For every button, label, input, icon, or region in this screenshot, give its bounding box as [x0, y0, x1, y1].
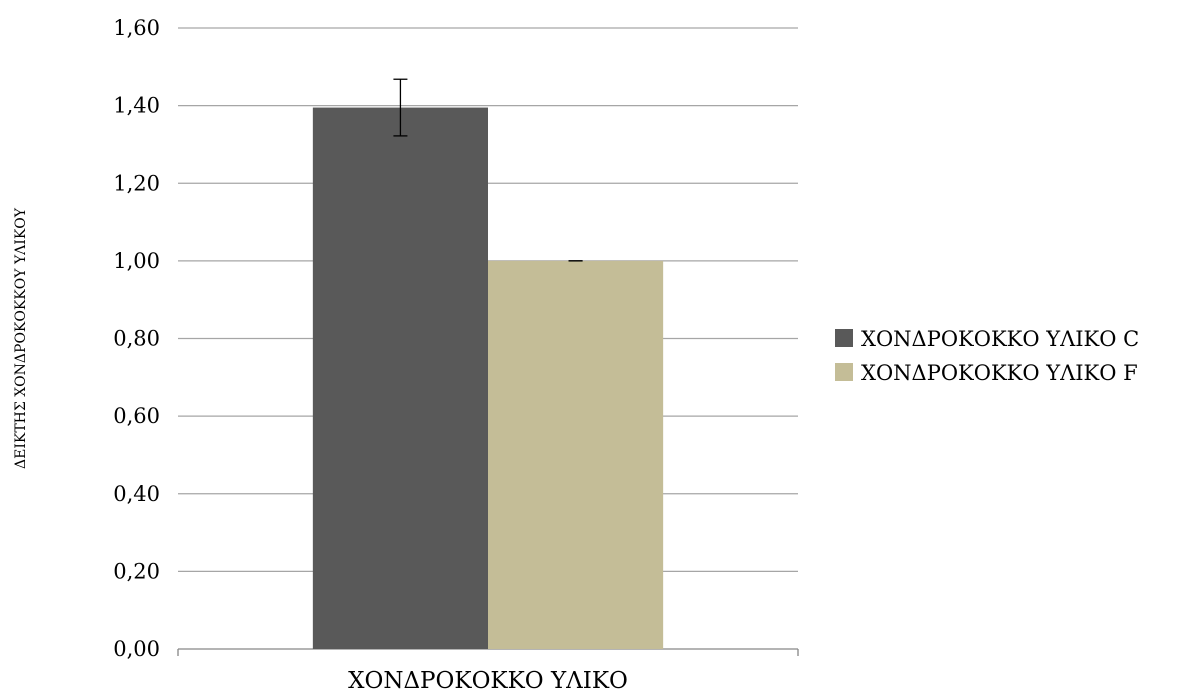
- y-tick-label: 0,20: [113, 559, 160, 583]
- y-tick-label: 1,00: [113, 249, 160, 273]
- y-axis-ticks: 0,00 0,20 0,40 0,60 0,80 1,00 1,20 1,40 1,60: [113, 16, 160, 661]
- y-tick-label: 0,40: [113, 482, 160, 506]
- error-bars: [393, 78, 583, 262]
- legend-label-2: ΧΟΝΔΡΟΚΟΚΚΟ ΥΛΙΚΟ F: [861, 361, 1138, 385]
- bar-series-2: [488, 260, 664, 649]
- y-tick-label: 0,60: [113, 404, 160, 428]
- y-tick-label: 1,60: [113, 16, 160, 40]
- x-axis: [177, 649, 799, 656]
- y-tick-label: 0,80: [113, 327, 160, 351]
- y-axis-title: ΔΕΙΚΤΗΣ ΧΟΝΔΡΟΚΟΚΚΟΥ ΥΛΙΚΟΥ: [13, 207, 29, 469]
- y-tick-label: 1,20: [113, 171, 160, 195]
- legend: ΧΟΝΔΡΟΚΟΚΚΟ ΥΛΙΚΟ C ΧΟΝΔΡΟΚΟΚΚΟ ΥΛΙΚΟ F: [835, 327, 1139, 385]
- legend-label-1: ΧΟΝΔΡΟΚΟΚΚΟ ΥΛΙΚΟ C: [861, 327, 1139, 351]
- bar-series-1: [312, 107, 488, 650]
- bars: [312, 107, 664, 650]
- y-tick-label: 0,00: [113, 637, 160, 661]
- legend-swatch-2: [835, 363, 853, 381]
- x-axis-title: ΧΟΝΔΡΟΚΟΚΚΟ ΥΛΙΚΟ: [348, 668, 628, 694]
- legend-swatch-1: [835, 329, 853, 347]
- y-tick-label: 1,40: [113, 94, 160, 118]
